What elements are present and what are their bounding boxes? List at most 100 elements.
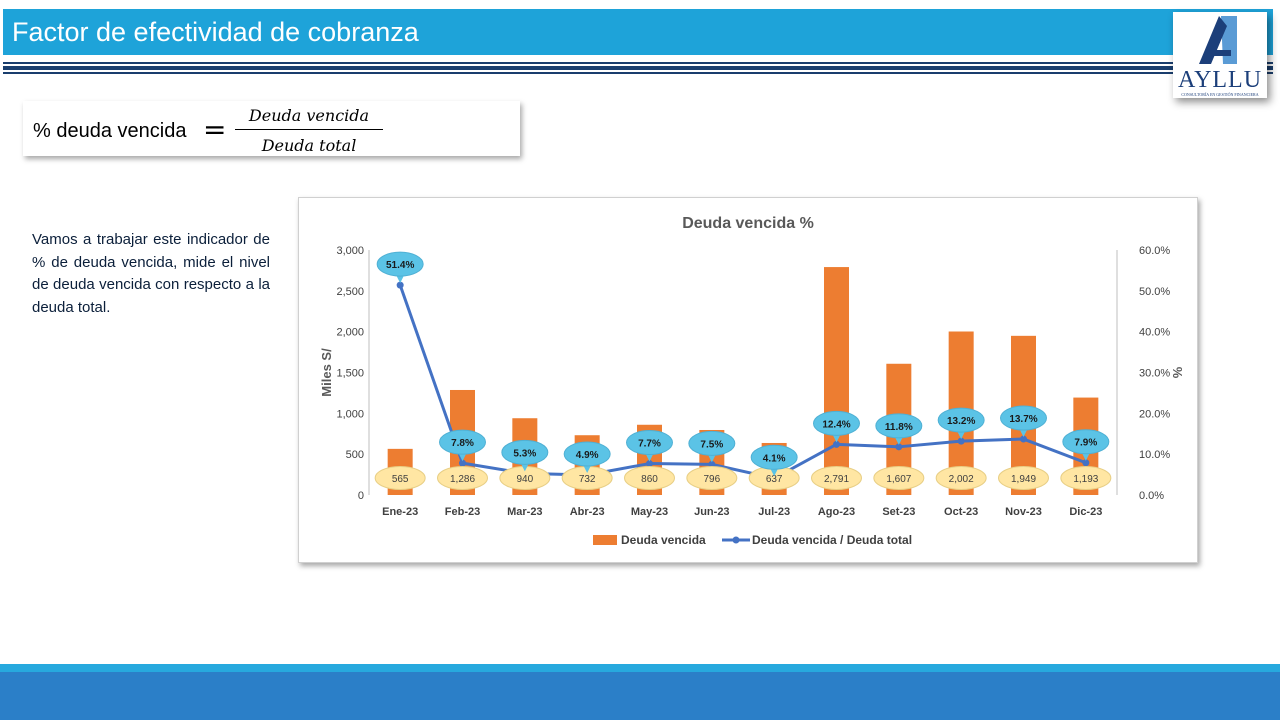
chart-container: Deuda vencida % 0 500 1,000 1,500 2,000 2,500… bbox=[298, 197, 1198, 563]
x-tick-label: Dic-23 bbox=[1069, 506, 1102, 518]
y-tick-label-right: 40.0% bbox=[1139, 327, 1170, 339]
x-tick-label: Oct-23 bbox=[944, 506, 978, 518]
line-data-label: 51.4% bbox=[386, 260, 414, 271]
line-callout-bubble bbox=[501, 439, 549, 465]
title-bar: Factor de efectividad de cobranza bbox=[3, 9, 1273, 55]
bar-data-label: 2,791 bbox=[824, 474, 849, 485]
line-callout-bubble bbox=[1062, 429, 1110, 455]
line-callout-bubble bbox=[376, 251, 424, 277]
y-axis-title-right: % bbox=[1170, 367, 1185, 379]
line-data-label: 12.4% bbox=[822, 419, 850, 430]
line-callout-bubble bbox=[1000, 405, 1047, 431]
bar-label-bubble bbox=[1060, 466, 1112, 490]
bar-data-label: 1,949 bbox=[1011, 474, 1036, 485]
y-tick-label: 500 bbox=[346, 449, 364, 461]
footer-accent bbox=[0, 664, 1280, 672]
logo-tagline: CONSULTORÍA EN GESTIÓN FINANCIERA bbox=[1181, 92, 1259, 97]
y-tick-label: 2,500 bbox=[336, 286, 364, 298]
y-tick-label-right: 0.0% bbox=[1139, 490, 1164, 502]
bar-data-label: 1,286 bbox=[450, 474, 475, 485]
line-data-label: 13.7% bbox=[1009, 414, 1037, 425]
formula-box: % deuda vencida = Deuda vencida Deuda to… bbox=[23, 101, 520, 156]
bar-label-bubble bbox=[998, 466, 1049, 490]
legend-label-bar: Deuda vencida bbox=[621, 533, 706, 547]
line-data-label: 13.2% bbox=[947, 416, 975, 427]
legend-swatch-marker bbox=[732, 536, 740, 544]
bar-label-bubble bbox=[811, 466, 862, 490]
y-tick-label: 2,000 bbox=[336, 327, 364, 339]
line-point bbox=[957, 437, 965, 445]
line-callout-bubble bbox=[563, 441, 611, 467]
y-tick-label-right: 60.0% bbox=[1139, 245, 1170, 257]
legend-swatch-bar bbox=[593, 535, 617, 545]
footer-bar bbox=[0, 672, 1280, 720]
header-rule bbox=[3, 66, 1273, 70]
logo: AYLLU CONSULTORÍA EN GESTIÓN FINANCIERA bbox=[1173, 12, 1267, 98]
line-callout-bubble bbox=[626, 430, 673, 456]
y-axis-title: Miles S/ bbox=[319, 348, 334, 397]
x-tick-label: Feb-23 bbox=[445, 506, 480, 518]
bar-label-bubble bbox=[624, 466, 675, 490]
line-callout-bubble bbox=[813, 410, 860, 436]
formula-equals: = bbox=[203, 113, 227, 146]
bar-label-bubble bbox=[873, 466, 925, 490]
formula-fraction-line bbox=[235, 129, 383, 130]
slide-title: Factor de efectividad de cobranza bbox=[12, 17, 419, 47]
logo-mark-icon bbox=[1199, 16, 1237, 64]
line-callout-bubble bbox=[750, 444, 798, 470]
bar-data-label: 637 bbox=[766, 474, 783, 485]
line-callout-bubble bbox=[688, 430, 736, 456]
y-tick-label: 1,000 bbox=[336, 408, 364, 420]
bar-data-label: 732 bbox=[579, 474, 596, 485]
x-tick-label: Jun-23 bbox=[694, 506, 729, 518]
y-tick-label-right: 20.0% bbox=[1139, 408, 1170, 420]
formula-numerator: Deuda vencida bbox=[248, 106, 370, 125]
y-tick-label-right: 50.0% bbox=[1139, 286, 1170, 298]
x-tick-label: Set-23 bbox=[882, 506, 915, 518]
legend-label-line: Deuda vencida / Deuda total bbox=[752, 533, 912, 547]
bar-data-label: 860 bbox=[641, 474, 658, 485]
line-data-label: 7.9% bbox=[1074, 438, 1097, 449]
bar-label-bubble bbox=[686, 466, 738, 490]
x-tick-label: Mar-23 bbox=[507, 506, 542, 518]
formula-lhs: % deuda vencida bbox=[33, 120, 187, 142]
bar-label-bubble bbox=[374, 466, 426, 490]
bar-label-bubble bbox=[437, 466, 488, 490]
formula-denominator: Deuda total bbox=[261, 136, 357, 155]
line-point bbox=[895, 443, 903, 451]
line-data-label: 4.9% bbox=[576, 450, 599, 461]
y-tick-label-right: 10.0% bbox=[1139, 449, 1170, 461]
line-data-label: 7.7% bbox=[638, 439, 661, 450]
line-callout-bubble bbox=[875, 413, 923, 439]
header-rule bbox=[3, 62, 1273, 64]
header-rule bbox=[3, 72, 1273, 74]
line-callout-bubble bbox=[937, 407, 985, 433]
bar bbox=[824, 267, 849, 495]
x-tick-label: Jul-23 bbox=[758, 506, 790, 518]
y-tick-label: 1,500 bbox=[336, 368, 364, 380]
bar-label-bubble bbox=[935, 466, 987, 490]
line-point bbox=[459, 459, 466, 467]
line-callout-bubble bbox=[439, 429, 486, 455]
bar-data-label: 565 bbox=[392, 474, 409, 485]
logo-wordmark: AYLLU bbox=[1177, 67, 1263, 93]
bar-data-label: 1,193 bbox=[1073, 474, 1098, 485]
line-data-label: 4.1% bbox=[763, 453, 786, 464]
line-point bbox=[833, 440, 840, 448]
line-point bbox=[396, 281, 404, 289]
chart: Deuda vencida % 0 500 1,000 1,500 2,000 2,500… bbox=[319, 215, 1185, 547]
bar-data-label: 796 bbox=[703, 474, 720, 485]
line-data-label: 7.5% bbox=[700, 439, 723, 450]
y-tick-label: 0 bbox=[358, 490, 364, 502]
y-tick-label-right: 30.0% bbox=[1139, 368, 1170, 380]
x-tick-label: May-23 bbox=[631, 506, 668, 518]
line-point bbox=[646, 460, 653, 468]
line-data-label: 5.3% bbox=[513, 448, 536, 459]
line-point bbox=[1082, 459, 1090, 467]
x-tick-label: Ene-23 bbox=[382, 506, 418, 518]
line-point bbox=[1020, 435, 1027, 443]
bar-data-label: 1,607 bbox=[886, 474, 911, 485]
y-tick-label: 3,000 bbox=[336, 245, 364, 257]
chart-title: Deuda vencida % bbox=[682, 215, 814, 232]
x-tick-label: Abr-23 bbox=[570, 506, 605, 518]
